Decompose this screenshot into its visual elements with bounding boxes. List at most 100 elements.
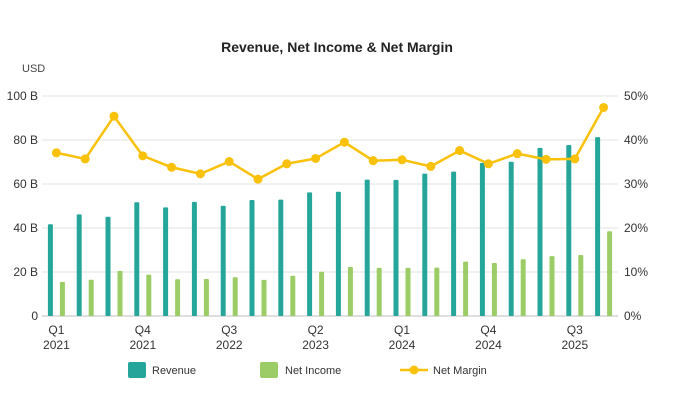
net-income-bar bbox=[319, 271, 325, 316]
legend-swatch-revenue bbox=[128, 362, 146, 378]
revenue-bar bbox=[537, 147, 543, 316]
x-tick-quarter: Q4 bbox=[135, 323, 151, 337]
legend-swatch-net-income bbox=[260, 362, 278, 378]
chart-title: Revenue, Net Income & Net Margin bbox=[221, 39, 453, 55]
x-tick-year: 2022 bbox=[216, 338, 243, 352]
net-income-bar bbox=[376, 267, 382, 316]
net-income-bar bbox=[146, 274, 152, 316]
net-income-bar bbox=[491, 262, 497, 316]
revenue-bar bbox=[422, 173, 428, 316]
revenue-bar bbox=[163, 207, 169, 316]
legend-label-revenue: Revenue bbox=[152, 365, 196, 377]
revenue-bar bbox=[249, 200, 255, 316]
net-margin-point bbox=[397, 155, 407, 165]
legend-label-net-margin: Net Margin bbox=[433, 365, 487, 377]
net-margin-point bbox=[253, 174, 263, 184]
y-right-tick-label: 50% bbox=[624, 89, 648, 103]
net-income-bar bbox=[117, 270, 123, 316]
net-income-bar bbox=[88, 279, 94, 316]
y-right-tick-label: 40% bbox=[624, 133, 648, 147]
net-income-bar bbox=[59, 281, 65, 316]
y-left-tick-label: 40 B bbox=[13, 221, 38, 235]
y-right-tick-label: 20% bbox=[624, 221, 648, 235]
x-tick-quarter: Q1 bbox=[48, 323, 64, 337]
net-income-bar bbox=[520, 259, 526, 316]
net-margin-point bbox=[311, 153, 321, 163]
x-tick-quarter: Q3 bbox=[221, 323, 237, 337]
x-tick-year: 2025 bbox=[561, 338, 588, 352]
net-margin-point bbox=[426, 161, 436, 171]
net-income-bar bbox=[463, 261, 469, 316]
net-margin-point bbox=[195, 169, 205, 179]
revenue-bar bbox=[191, 201, 197, 316]
revenue-bar bbox=[105, 216, 111, 316]
y-left-tick-label: 0 bbox=[31, 309, 38, 323]
legend-swatch-net-margin-dot bbox=[409, 365, 419, 375]
net-margin-point bbox=[483, 159, 493, 169]
revenue-bar bbox=[566, 145, 572, 316]
net-income-bar bbox=[232, 277, 238, 316]
net-margin-point bbox=[51, 148, 61, 158]
revenue-bar bbox=[47, 224, 53, 316]
net-income-bar bbox=[549, 256, 555, 316]
revenue-bar bbox=[393, 179, 399, 316]
net-margin-point bbox=[138, 151, 148, 161]
revenue-bar bbox=[508, 161, 514, 316]
y-left-tick-label: 100 B bbox=[7, 89, 38, 103]
net-income-bar bbox=[405, 267, 411, 316]
net-income-bar bbox=[607, 231, 613, 316]
net-margin-point bbox=[368, 156, 378, 166]
x-tick-year: 2024 bbox=[389, 338, 416, 352]
left-axis-unit: USD bbox=[22, 63, 45, 75]
y-left-tick-label: 20 B bbox=[13, 265, 38, 279]
net-margin-line-series bbox=[51, 102, 609, 184]
net-income-bar bbox=[578, 255, 584, 316]
net-margin-point bbox=[80, 154, 90, 164]
y-axis-ticks: 0 0% 20 B 10% 40 B 20% 60 B 30% 80 B 40% 100 B 50% bbox=[7, 89, 649, 323]
net-income-bar bbox=[175, 279, 181, 316]
net-income-bar bbox=[290, 275, 296, 316]
revenue-bar bbox=[364, 179, 370, 316]
revenue-bar bbox=[220, 205, 226, 316]
y-right-tick-label: 30% bbox=[624, 177, 648, 191]
x-tick-quarter: Q1 bbox=[394, 323, 410, 337]
net-margin-point bbox=[224, 157, 234, 167]
legend: Revenue Net Income Net Margin bbox=[128, 362, 487, 378]
revenue-bar bbox=[134, 202, 140, 316]
bar-series bbox=[47, 137, 613, 316]
net-margin-point bbox=[167, 162, 177, 172]
net-margin-point bbox=[570, 154, 580, 164]
revenue-bar bbox=[307, 192, 313, 316]
net-income-bar bbox=[203, 279, 209, 316]
revenue-bar bbox=[479, 162, 485, 316]
legend-label-net-income: Net Income bbox=[285, 365, 341, 377]
x-tick-year: 2021 bbox=[129, 338, 156, 352]
x-tick-quarter: Q4 bbox=[480, 323, 496, 337]
x-tick-quarter: Q3 bbox=[567, 323, 583, 337]
net-margin-point bbox=[339, 137, 349, 147]
net-margin-point bbox=[541, 154, 551, 164]
x-tick-quarter: Q2 bbox=[308, 323, 324, 337]
net-margin-line bbox=[56, 106, 605, 181]
x-axis-ticks: Q12021Q42021Q32022Q22023Q12024Q42024Q320… bbox=[43, 323, 588, 352]
grid-lines bbox=[42, 95, 618, 317]
y-left-tick-label: 60 B bbox=[13, 177, 38, 191]
x-tick-year: 2023 bbox=[302, 338, 329, 352]
net-margin-point bbox=[282, 159, 292, 169]
x-tick-year: 2024 bbox=[475, 338, 502, 352]
net-margin-point bbox=[599, 102, 609, 112]
revenue-bar bbox=[595, 137, 601, 316]
net-margin-point bbox=[512, 149, 522, 159]
net-margin-point bbox=[109, 111, 119, 121]
revenue-bar bbox=[335, 191, 341, 316]
revenue-bar bbox=[278, 199, 284, 316]
net-margin-point bbox=[455, 146, 465, 156]
revenue-bar bbox=[451, 171, 457, 316]
net-income-bar bbox=[347, 266, 353, 316]
y-left-tick-label: 80 B bbox=[13, 133, 38, 147]
net-income-bar bbox=[261, 279, 267, 316]
y-right-tick-label: 0% bbox=[624, 309, 642, 323]
revenue-bar bbox=[76, 214, 82, 316]
